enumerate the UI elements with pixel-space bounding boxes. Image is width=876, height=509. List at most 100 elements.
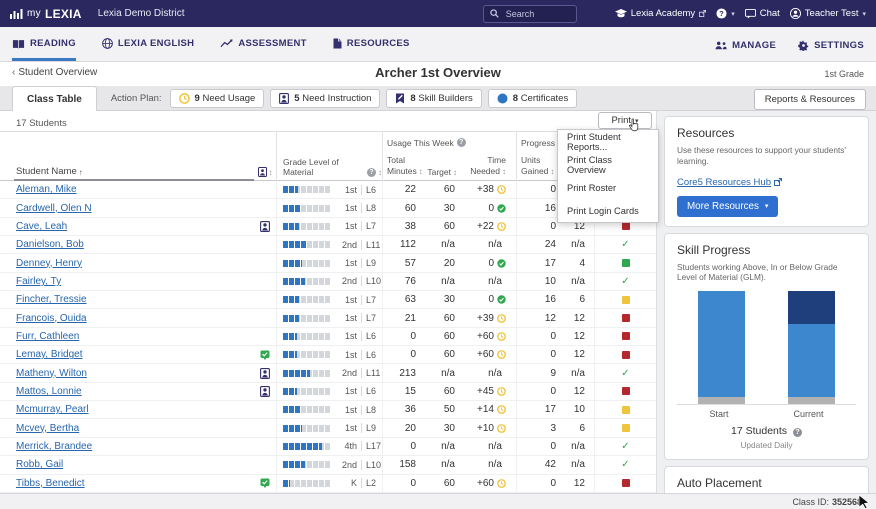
nav-tab-resources[interactable]: RESOURCES: [333, 27, 410, 61]
primary-nav: READINGLEXIA ENGLISHASSESSMENTRESOURCES …: [0, 27, 876, 62]
chart-segment-above-glm: [788, 291, 835, 324]
chip-need-usage[interactable]: 9 Need Usage: [170, 89, 265, 108]
more-resources-button[interactable]: More Resources▾: [677, 196, 778, 217]
units-gained-cell: 12: [516, 309, 564, 326]
student-link[interactable]: Cardwell, Olen N: [16, 203, 92, 214]
student-flag-cell: [254, 291, 276, 308]
student-link[interactable]: Mattos, Lonnie: [16, 386, 82, 397]
time-needed-cell: n/a: [460, 438, 516, 455]
grade-level-cell: 2ndL11: [276, 364, 382, 381]
help-menu[interactable]: ? ▾: [716, 8, 735, 19]
time-needed-cell: +60: [460, 328, 516, 345]
performance-cell: [594, 475, 656, 492]
print-menu-item-print-student-reports[interactable]: Print Student Reports...: [558, 130, 658, 153]
student-link[interactable]: Cave, Leah: [16, 221, 67, 232]
total-minutes-cell: 63: [382, 291, 420, 308]
performance-cell: [594, 254, 656, 271]
units-needed-cell: n/a: [564, 364, 594, 381]
chat-link[interactable]: Chat: [745, 8, 780, 19]
clock-icon: [497, 350, 506, 359]
target-cell: 30: [420, 199, 460, 216]
units-gained-cell: 0: [516, 383, 564, 400]
print-menu-item-print-login-cards[interactable]: Print Login Cards: [558, 199, 658, 222]
student-name-cell: Matheny, Wilton: [0, 364, 254, 381]
student-link[interactable]: Merrick, Brandee: [16, 441, 92, 452]
header-time-needed[interactable]: TimeNeeded↕: [460, 152, 516, 181]
info-icon[interactable]: ?: [793, 428, 802, 437]
user-menu[interactable]: Teacher Test ▾: [790, 8, 866, 19]
student-link[interactable]: Aleman, Mike: [16, 184, 77, 195]
units-needed-cell: 12: [564, 346, 594, 363]
status-square-yellow: [622, 424, 630, 432]
performance-cell: ✓: [594, 364, 656, 381]
settings-button[interactable]: SETTINGS: [798, 38, 864, 51]
glm-help-icon[interactable]: ?: [367, 168, 376, 177]
student-link[interactable]: Francois, Ouida: [16, 313, 87, 324]
chart-label-current: Current: [793, 409, 823, 419]
chart-segment-in-glm: [698, 291, 745, 397]
student-link[interactable]: Fairley, Ty: [16, 276, 61, 287]
student-link[interactable]: Furr, Cathleen: [16, 331, 79, 342]
student-link[interactable]: Robb, Gail: [16, 459, 63, 470]
grade-level-cell: 1stL7: [276, 291, 382, 308]
glm-progress-bar: [283, 315, 331, 322]
header-grade-level[interactable]: Grade Level of Material?↕: [276, 132, 382, 181]
student-link[interactable]: Mcmurray, Pearl: [16, 404, 89, 415]
print-dropdown-menu: Print Student Reports...Print Class Over…: [557, 129, 659, 223]
nav-tab-assessment[interactable]: ASSESSMENT: [220, 27, 306, 61]
nav-tab-reading[interactable]: READING: [12, 27, 76, 61]
student-link[interactable]: Fincher, Tressie: [16, 294, 87, 305]
print-button[interactable]: Print▾: [598, 112, 652, 129]
total-minutes-cell: 36: [382, 401, 420, 418]
performance-cell: [594, 291, 656, 308]
student-link[interactable]: Lemay, Bridget: [16, 349, 83, 360]
student-link[interactable]: Mcvey, Bertha: [16, 423, 79, 434]
student-link[interactable]: Denney, Henry: [16, 258, 82, 269]
total-minutes-cell: 112: [382, 236, 420, 253]
search-input[interactable]: [504, 8, 570, 20]
nav-tab-lexia-english[interactable]: LEXIA ENGLISH: [102, 27, 194, 61]
time-needed-cell: 0: [460, 199, 516, 216]
chip-need-instruction[interactable]: 5 Need Instruction: [270, 89, 380, 108]
sorted-column-indicator: [14, 179, 254, 181]
target-cell: 60: [420, 328, 460, 345]
usage-help-icon[interactable]: ?: [457, 138, 466, 147]
time-needed-cell: n/a: [460, 236, 516, 253]
header-total-minutes[interactable]: TotalMinutes↕: [382, 152, 420, 181]
print-menu-item-print-class-overview[interactable]: Print Class Overview: [558, 153, 658, 176]
reports-resources-button[interactable]: Reports & Resources: [754, 89, 866, 110]
glm-progress-bar: [283, 186, 331, 193]
header-student-name[interactable]: Student Name↑: [0, 132, 254, 181]
student-link[interactable]: Danielson, Bob: [16, 239, 84, 250]
student-name-cell: Aleman, Mike: [0, 181, 254, 198]
student-flag-cell: [254, 273, 276, 290]
header-target[interactable]: Target↕: [420, 152, 460, 181]
book-icon: [12, 39, 25, 49]
tab-class-table[interactable]: Class Table: [12, 86, 97, 112]
total-minutes-cell: 0: [382, 328, 420, 345]
total-minutes-cell: 158: [382, 456, 420, 473]
performance-cell: ✓: [594, 236, 656, 253]
glm-progress-bar: [283, 278, 331, 285]
student-link[interactable]: Matheny, Wilton: [16, 368, 87, 379]
time-needed-cell: n/a: [460, 456, 516, 473]
lexia-academy-link[interactable]: Lexia Academy: [615, 8, 706, 19]
mylexia-logo[interactable]: myLEXIA: [10, 7, 82, 21]
status-check-icon: ✓: [621, 441, 629, 452]
student-name-cell: Robb, Gail: [0, 456, 254, 473]
student-flag-cell: [254, 236, 276, 253]
chip-skill-builders[interactable]: 8 Skill Builders: [386, 89, 481, 108]
table-row: Danielson, Bob2ndL11112n/an/a24n/a✓: [0, 236, 656, 254]
performance-cell: [594, 401, 656, 418]
manage-button[interactable]: MANAGE: [715, 38, 776, 51]
search-box[interactable]: [483, 5, 577, 23]
table-row: Lemay, Bridget1stL6060+60012: [0, 346, 656, 364]
grade-level-cell: 1stL6: [276, 181, 382, 198]
core5-resources-hub-link[interactable]: Core5 Resources Hub: [677, 177, 782, 188]
student-link[interactable]: Tibbs, Benedict: [16, 478, 85, 489]
chip-certificates[interactable]: 8 Certificates: [488, 89, 577, 108]
target-cell: 60: [420, 181, 460, 198]
header-flags[interactable]: ↕: [254, 132, 276, 181]
target-cell: 30: [420, 291, 460, 308]
print-menu-item-print-roster[interactable]: Print Roster: [558, 176, 658, 199]
